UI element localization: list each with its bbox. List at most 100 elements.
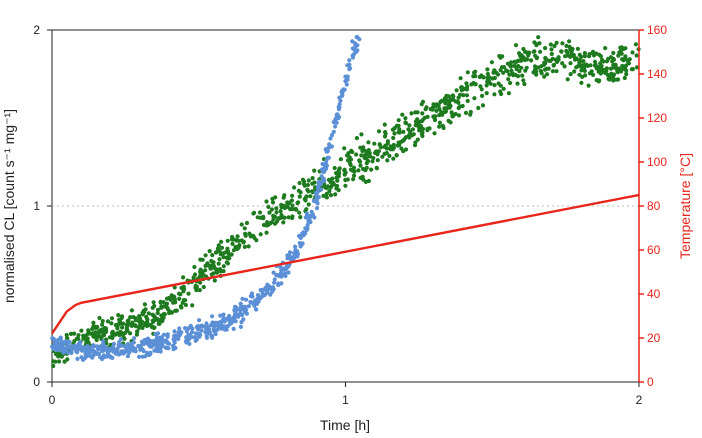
data-point xyxy=(488,81,493,86)
data-point xyxy=(246,304,251,309)
data-point xyxy=(487,75,492,80)
data-point xyxy=(519,53,524,58)
data-point xyxy=(64,332,69,338)
data-point xyxy=(607,74,612,79)
data-point xyxy=(120,314,125,319)
data-point xyxy=(144,314,149,319)
data-point xyxy=(290,203,295,208)
data-point xyxy=(411,132,416,137)
data-point xyxy=(258,296,263,301)
data-point xyxy=(145,323,150,329)
data-point xyxy=(198,280,203,285)
data-point xyxy=(164,296,170,301)
data-point xyxy=(366,140,371,145)
y2-tick-label: 140 xyxy=(647,67,667,81)
data-point xyxy=(309,209,314,214)
data-point xyxy=(459,85,464,90)
data-point xyxy=(229,321,234,326)
data-point xyxy=(287,200,292,205)
data-point xyxy=(354,152,359,157)
data-point xyxy=(187,333,192,338)
data-point xyxy=(321,193,326,198)
data-point xyxy=(261,222,267,228)
data-point xyxy=(376,129,382,134)
data-point xyxy=(534,72,539,77)
data-point xyxy=(316,181,321,186)
data-point xyxy=(141,308,146,313)
data-point xyxy=(392,131,397,136)
data-point xyxy=(225,238,230,243)
data-point xyxy=(221,324,226,329)
data-point xyxy=(534,56,539,61)
data-point xyxy=(221,255,226,260)
data-point xyxy=(127,350,132,355)
data-point xyxy=(218,313,223,318)
data-point xyxy=(181,289,186,294)
data-point xyxy=(193,338,198,343)
data-point xyxy=(351,165,357,170)
data-point xyxy=(348,162,353,168)
data-point xyxy=(522,81,527,87)
data-point xyxy=(230,241,235,246)
data-point xyxy=(329,144,334,149)
data-point xyxy=(87,348,92,354)
data-point xyxy=(548,58,553,64)
data-point xyxy=(336,169,341,174)
data-point xyxy=(172,340,177,345)
data-point xyxy=(297,194,302,199)
data-point xyxy=(61,350,66,355)
data-point xyxy=(476,105,481,111)
data-point xyxy=(238,305,243,310)
data-point xyxy=(480,103,486,108)
data-point xyxy=(197,318,202,323)
data-point xyxy=(385,158,390,163)
data-point xyxy=(154,341,159,346)
data-point xyxy=(410,127,415,132)
data-point xyxy=(390,127,395,132)
data-point xyxy=(199,328,204,333)
data-point xyxy=(225,249,231,254)
data-point xyxy=(594,66,599,71)
data-point xyxy=(610,59,615,64)
data-point xyxy=(579,68,584,73)
data-point xyxy=(171,300,176,305)
y-axis-title: normalised CL [count s⁻¹ mg⁻¹] xyxy=(1,109,17,303)
data-point xyxy=(229,317,235,322)
data-point xyxy=(446,118,451,123)
data-point xyxy=(568,54,573,59)
data-point xyxy=(509,60,514,65)
data-point xyxy=(489,60,494,65)
data-point xyxy=(534,42,539,47)
data-point xyxy=(519,65,524,70)
data-point xyxy=(532,64,538,69)
data-point xyxy=(230,234,235,240)
data-point xyxy=(436,103,441,108)
data-point xyxy=(108,355,113,360)
data-point xyxy=(295,201,300,206)
data-point xyxy=(500,54,505,59)
data-point xyxy=(562,64,567,69)
data-point xyxy=(138,347,143,352)
data-point xyxy=(203,330,208,335)
data-point xyxy=(370,159,375,164)
data-point xyxy=(365,159,371,164)
data-point xyxy=(239,320,244,325)
data-point xyxy=(290,193,295,198)
temperature-series xyxy=(51,193,640,335)
data-point xyxy=(130,320,135,325)
data-point xyxy=(549,51,554,57)
data-point xyxy=(403,116,408,121)
data-point xyxy=(432,131,437,136)
data-point xyxy=(110,335,115,340)
data-point xyxy=(582,51,588,56)
data-point xyxy=(306,202,311,207)
data-point xyxy=(358,163,363,168)
data-point xyxy=(290,214,295,219)
data-point xyxy=(359,153,364,158)
data-point xyxy=(91,325,96,330)
data-point xyxy=(117,321,123,326)
data-point xyxy=(212,328,217,333)
data-point xyxy=(295,249,300,254)
data-point xyxy=(59,341,64,346)
data-point xyxy=(92,344,97,349)
